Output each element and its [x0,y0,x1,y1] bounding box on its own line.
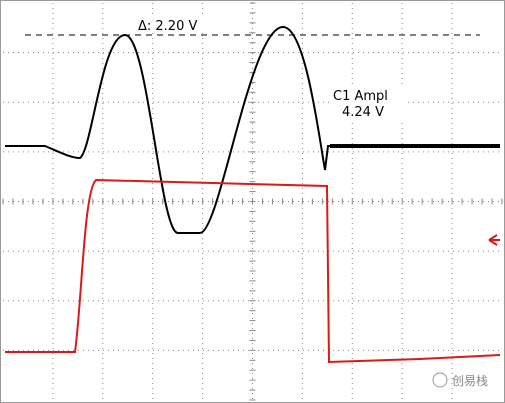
watermark: 创易栈 [452,373,488,388]
label-bg [330,86,404,120]
channel-1-trace [5,25,500,234]
channel-2-marker [488,234,500,246]
label-bg [135,17,217,33]
delta-readout: Δ: 2.20 V [138,19,197,34]
ampl-value: 4.24 V [342,105,384,120]
watermark-icon [432,372,448,388]
channel-2-trace [5,178,501,364]
ampl-label: C1 Ampl [333,89,388,104]
